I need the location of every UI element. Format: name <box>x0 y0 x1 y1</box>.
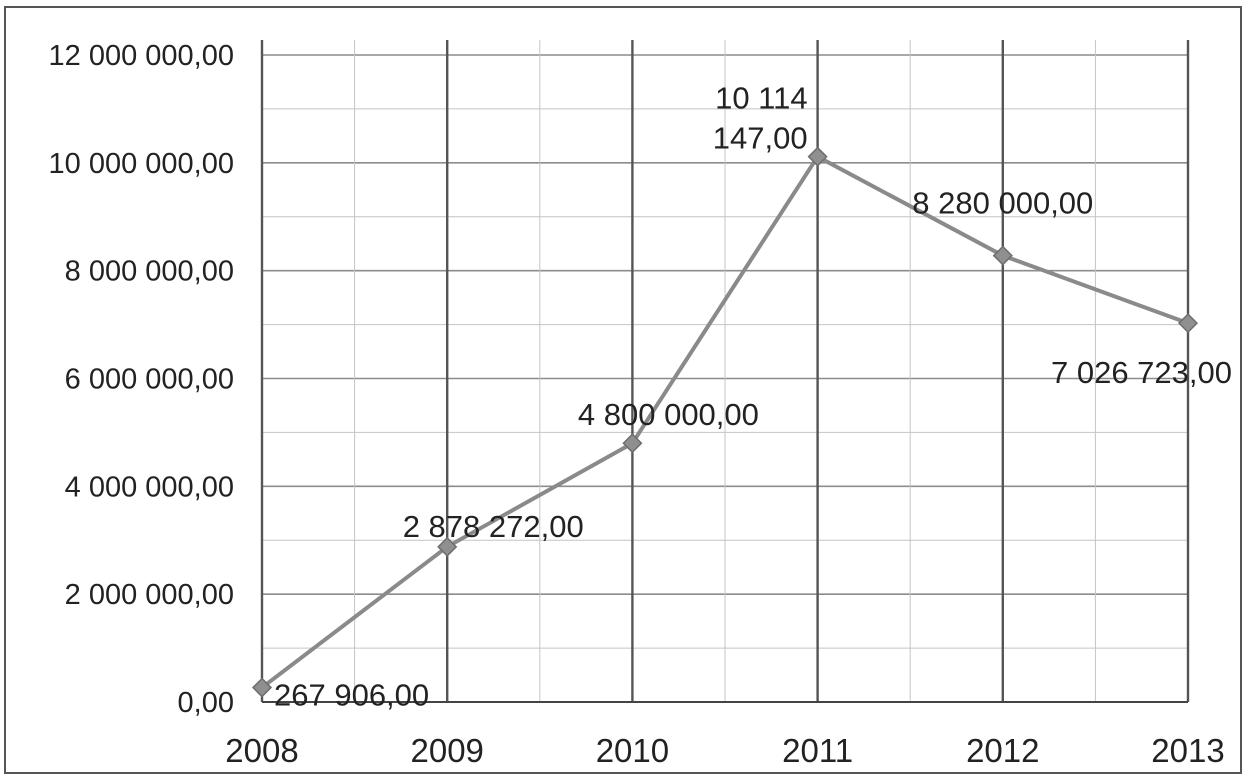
y-tick-label: 0,00 <box>178 687 234 719</box>
series-line <box>260 154 1189 690</box>
y-tick-label: 10 000 000,00 <box>49 148 234 180</box>
data-markers <box>251 146 1199 698</box>
series-line-path <box>260 154 1189 690</box>
data-point-marker <box>437 536 458 557</box>
grid-lines <box>260 40 1190 703</box>
data-point-marker <box>251 677 273 698</box>
y-axis-ticks: 0,00 2 000 000,00 4 000 000,00 6 000 000,00… <box>49 40 234 719</box>
data-label: 4 800 000,00 <box>578 397 759 432</box>
data-point-marker <box>807 146 828 167</box>
y-tick-label: 4 000 000,00 <box>65 471 234 503</box>
data-label-line: 7 026 723,00 <box>1051 355 1232 390</box>
data-label-line: 10 114 <box>715 81 808 116</box>
data-label-line: 4 800 000,00 <box>578 397 759 432</box>
chart-frame <box>4 6 1242 774</box>
data-label: 8 280 000,00 <box>912 186 1093 221</box>
data-label-line: 147,00 <box>713 121 808 156</box>
data-point-marker <box>622 433 643 454</box>
data-label: 267 906,00 <box>274 678 429 713</box>
y-tick-label: 8 000 000,00 <box>65 256 234 288</box>
y-tick-label: 12 000 000,00 <box>49 40 234 72</box>
data-label-line: 267 906,00 <box>274 678 429 713</box>
data-labels: 267 906,00 2 878 272,00 4 800 000,00 10 114… <box>274 81 1232 713</box>
data-label: 7 026 723,00 <box>1051 355 1232 390</box>
x-tick-label: 2008 <box>225 732 298 769</box>
y-tick-label: 2 000 000,00 <box>65 579 234 611</box>
x-tick-label: 2011 <box>782 732 853 769</box>
data-label: 2 878 272,00 <box>403 509 584 544</box>
x-tick-label: 2013 <box>1151 732 1224 769</box>
x-tick-label: 2012 <box>966 732 1039 769</box>
data-label-line: 2 878 272,00 <box>403 509 584 544</box>
data-point-marker <box>992 245 1013 266</box>
x-tick-label: 2009 <box>410 732 483 769</box>
data-label-line: 8 280 000,00 <box>912 186 1093 221</box>
data-point-marker <box>1177 313 1199 334</box>
x-tick-label: 2010 <box>596 732 669 769</box>
y-tick-label: 6 000 000,00 <box>65 364 234 396</box>
data-label: 10 114 147,00 <box>713 81 808 156</box>
x-axis-ticks: 2008 2009 2010 2011 2012 2013 <box>225 732 1224 769</box>
